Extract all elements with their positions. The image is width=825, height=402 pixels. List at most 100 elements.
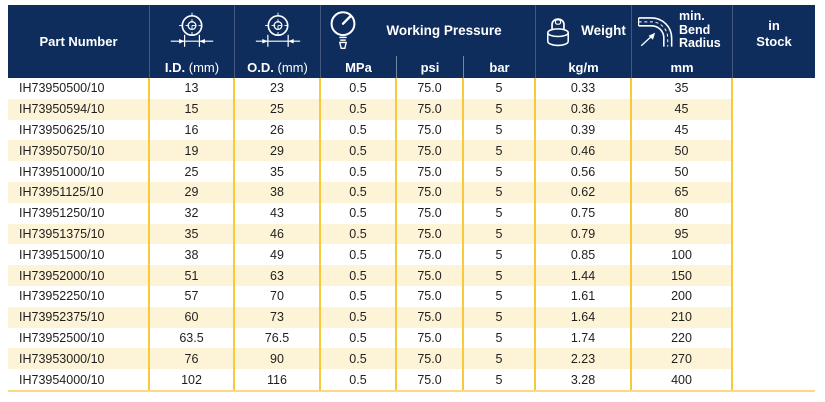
- id-cell: 38: [150, 244, 235, 266]
- pressure-mpa-cell: 0.5: [321, 244, 397, 266]
- table-row: IH73950750/10 19 29 0.5 75.0 5 0.46 50: [8, 140, 815, 162]
- pressure-bar-cell: 5: [464, 265, 536, 286]
- pressure-mpa-cell: 0.5: [321, 348, 397, 370]
- in-stock-cell: [733, 119, 815, 141]
- in-stock-cell: [733, 98, 815, 120]
- pressure-psi-cell: 75.0: [397, 181, 464, 203]
- outer-diameter-icon: [235, 5, 320, 56]
- table-row: IH73952250/10 57 70 0.5 75.0 5 1.61 200: [8, 285, 815, 307]
- table-row: IH73951000/10 25 35 0.5 75.0 5 0.56 50: [8, 161, 815, 182]
- header-od: O.D. (mm): [235, 5, 321, 78]
- od-cell: 29: [235, 140, 321, 162]
- weight-cell: 1.61: [536, 285, 632, 307]
- id-cell: 29: [150, 181, 235, 203]
- id-cell: 25: [150, 161, 235, 182]
- part-number-cell: IH73953000/10: [8, 348, 150, 370]
- od-cell: 116: [235, 369, 321, 390]
- pressure-mpa-cell: 0.5: [321, 181, 397, 203]
- in-stock-cell: [733, 78, 815, 99]
- bend-radius-cell: 80: [632, 202, 733, 224]
- id-cell: 63.5: [150, 327, 235, 349]
- pressure-psi-cell: 75.0: [397, 265, 464, 286]
- weight-cell: 0.33: [536, 78, 632, 99]
- od-cell: 23: [235, 78, 321, 99]
- part-number-cell: IH73950750/10: [8, 140, 150, 162]
- weight-unit-label: kg/m: [568, 59, 599, 75]
- id-unit-text: (mm): [188, 59, 220, 75]
- od-cell: 73: [235, 306, 321, 328]
- unit-psi: psi: [395, 56, 463, 78]
- weight-cell: 0.79: [536, 223, 632, 245]
- pressure-bar-cell: 5: [464, 140, 536, 162]
- working-pressure-label: Working Pressure: [386, 23, 502, 38]
- part-number-cell: IH73952500/10: [8, 327, 150, 349]
- pressure-mpa-cell: 0.5: [321, 98, 397, 120]
- in-stock-cell: [733, 348, 815, 370]
- od-cell: 70: [235, 285, 321, 307]
- header-id: I.D. (mm): [150, 5, 235, 78]
- id-cell: 19: [150, 140, 235, 162]
- weight-cell: 0.56: [536, 161, 632, 182]
- bend-unit-label: mm: [670, 59, 694, 75]
- id-cell: 32: [150, 202, 235, 224]
- id-cell: 57: [150, 285, 235, 307]
- weight-cell: 3.28: [536, 369, 632, 390]
- bend-radius-cell: 65: [632, 181, 733, 203]
- bend-radius-cell: 150: [632, 265, 733, 286]
- pressure-mpa-cell: 0.5: [321, 161, 397, 182]
- in-stock-cell: [733, 327, 815, 349]
- od-cell: 43: [235, 202, 321, 224]
- bend-radius-cell: 50: [632, 161, 733, 182]
- od-cell: 76.5: [235, 327, 321, 349]
- weight-cell: 0.75: [536, 202, 632, 224]
- bend-line1: min.: [679, 9, 705, 24]
- pressure-psi-cell: 75.0: [397, 119, 464, 141]
- table-row: IH73951500/10 38 49 0.5 75.0 5 0.85 100: [8, 244, 815, 266]
- pressure-bar-cell: 5: [464, 161, 536, 182]
- in-stock-cell: [733, 161, 815, 182]
- bend-radius-cell: 35: [632, 78, 733, 99]
- part-number-cell: IH73951250/10: [8, 202, 150, 224]
- part-number-cell: IH73950594/10: [8, 98, 150, 120]
- table-row: IH73950500/10 13 23 0.5 75.0 5 0.33 35: [8, 78, 815, 99]
- od-unit-text: (mm): [277, 59, 308, 75]
- in-stock-cell: [733, 285, 815, 307]
- bend-line2: Bend: [679, 22, 711, 37]
- table-row: IH73952375/10 60 73 0.5 75.0 5 1.64 210: [8, 306, 815, 328]
- part-number-cell: IH73954000/10: [8, 369, 150, 390]
- od-cell: 63: [235, 265, 321, 286]
- table-row: IH73951250/10 32 43 0.5 75.0 5 0.75 80: [8, 202, 815, 224]
- bend-line3: Radius: [679, 36, 721, 51]
- pressure-psi-cell: 75.0: [397, 161, 464, 182]
- table-body: IH73950500/10 13 23 0.5 75.0 5 0.33 35 I…: [8, 78, 815, 390]
- od-cell: 35: [235, 161, 321, 182]
- part-number-cell: IH73952375/10: [8, 306, 150, 328]
- in-stock-cell: [733, 306, 815, 328]
- weight-cell: 1.44: [536, 265, 632, 286]
- header-weight: Weight kg/m: [536, 5, 632, 78]
- id-cell: 51: [150, 265, 235, 286]
- pressure-bar-cell: 5: [464, 202, 536, 224]
- in-stock-cell: [733, 369, 815, 390]
- pressure-bar-cell: 5: [464, 285, 536, 307]
- part-number-cell: IH73950625/10: [8, 119, 150, 141]
- weight-label: Weight: [581, 23, 626, 38]
- od-cell: 49: [235, 244, 321, 266]
- pressure-bar-cell: 5: [464, 119, 536, 141]
- pressure-gauge-icon: [327, 10, 359, 52]
- unit-bar: bar: [463, 56, 535, 78]
- in-stock-cell: [733, 244, 815, 266]
- pressure-psi-cell: 75.0: [397, 223, 464, 245]
- hose-spec-table: Part Number: [8, 5, 815, 392]
- bend-radius-icon: [636, 13, 676, 49]
- pressure-mpa-cell: 0.5: [321, 119, 397, 141]
- weight-icon: [541, 12, 575, 50]
- pressure-bar-cell: 5: [464, 369, 536, 390]
- pressure-psi-cell: 75.0: [397, 348, 464, 370]
- table-row: IH73952500/10 63.5 76.5 0.5 75.0 5 1.74 …: [8, 327, 815, 349]
- table-row: IH73950594/10 15 25 0.5 75.0 5 0.36 45: [8, 98, 815, 120]
- in-stock-label: in Stock: [756, 18, 791, 65]
- table-row: IH73952000/10 51 63 0.5 75.0 5 1.44 150: [8, 265, 815, 286]
- in-stock-cell: [733, 223, 815, 245]
